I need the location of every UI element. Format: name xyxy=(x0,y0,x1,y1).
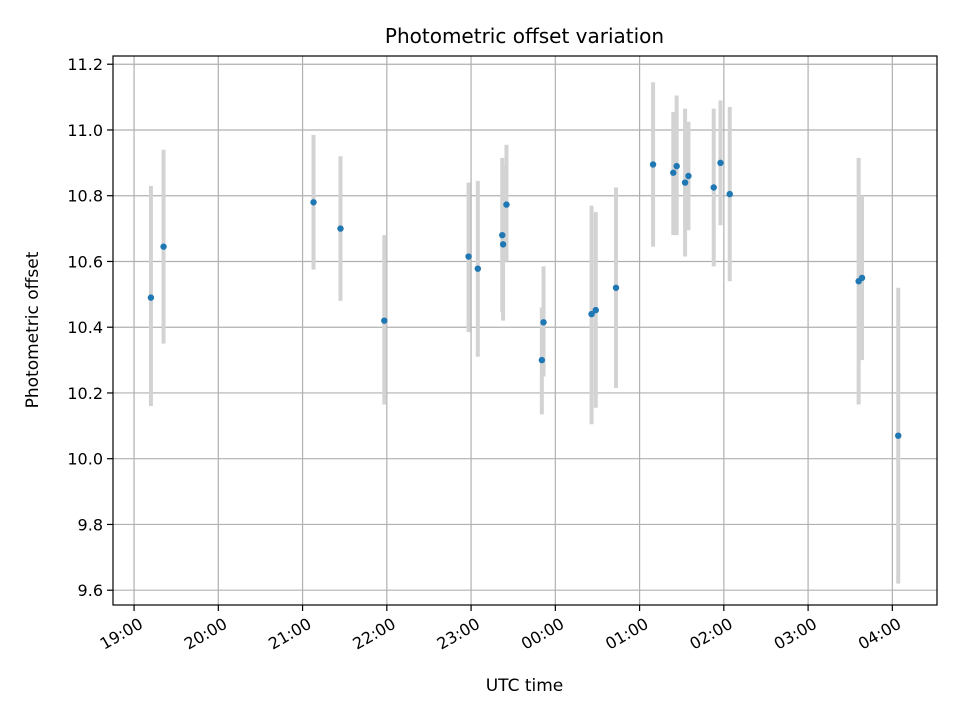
data-point xyxy=(670,169,677,176)
data-point xyxy=(503,201,510,208)
data-point xyxy=(499,241,507,248)
grid xyxy=(113,56,937,605)
y-tick-label: 9.8 xyxy=(78,515,103,534)
data-points xyxy=(147,159,902,439)
y-tick-label: 9.6 xyxy=(78,581,103,600)
data-point xyxy=(710,184,717,191)
y-tick-label: 10.8 xyxy=(67,187,103,206)
x-tick-label: 02:00 xyxy=(686,614,735,654)
data-point xyxy=(685,172,692,180)
y-tick-label: 11.2 xyxy=(67,55,103,74)
x-tick-label: 23:00 xyxy=(434,614,483,654)
chart-title: Photometric offset variation xyxy=(385,24,664,48)
data-point xyxy=(612,284,620,291)
x-tick-label: 00:00 xyxy=(518,614,567,654)
data-point xyxy=(717,159,724,167)
x-tick-label: 22:00 xyxy=(349,614,398,654)
y-tick-label: 10.6 xyxy=(67,252,103,271)
data-point xyxy=(588,310,595,318)
y-axis-label: Photometric offset xyxy=(23,251,43,408)
data-point xyxy=(381,317,388,324)
data-point xyxy=(147,294,155,301)
data-point xyxy=(337,225,344,232)
data-point xyxy=(474,265,482,272)
data-point xyxy=(540,319,547,326)
data-point xyxy=(649,161,657,168)
error-bars xyxy=(148,82,901,584)
x-tick-label: 01:00 xyxy=(602,614,651,654)
data-point xyxy=(465,253,472,260)
data-point xyxy=(538,356,546,364)
y-tick-label: 10.4 xyxy=(67,318,103,337)
x-tick-label: 20:00 xyxy=(181,614,230,654)
data-point xyxy=(160,243,167,250)
y-axis-ticks: 9.6 9.8 10.0 10.2 10.4 10.6 10.8 11.0 11.2 xyxy=(67,55,113,600)
y-tick-label: 10.2 xyxy=(67,384,103,403)
data-point xyxy=(726,190,733,198)
x-tick-label: 19:00 xyxy=(97,614,146,654)
data-point xyxy=(858,274,866,282)
x-tick-label: 04:00 xyxy=(855,614,904,654)
x-axis-ticks: 19:00 20:00 21:00 22:00 23:00 00:00 01:00 02:00… xyxy=(97,605,904,654)
data-point xyxy=(310,199,317,206)
x-tick-label: 21:00 xyxy=(265,614,314,654)
data-point xyxy=(895,432,902,439)
x-tick-label: 03:00 xyxy=(771,614,820,654)
plot-frame xyxy=(112,55,938,606)
x-axis-label: UTC time xyxy=(486,676,564,696)
data-point xyxy=(673,162,680,170)
data-point xyxy=(499,231,506,239)
y-tick-label: 11.0 xyxy=(67,121,103,140)
data-point xyxy=(592,306,599,314)
data-point xyxy=(681,179,689,186)
y-tick-label: 10.0 xyxy=(67,450,103,469)
